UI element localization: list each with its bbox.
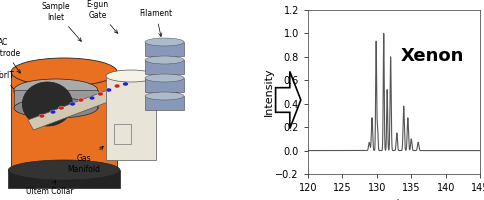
Text: Ultem Collar: Ultem Collar [26,181,74,196]
FancyBboxPatch shape [145,60,183,74]
Text: Filament: Filament [139,9,172,37]
Ellipse shape [145,92,184,100]
Ellipse shape [14,79,97,101]
Text: STorIT: STorIT [0,72,17,93]
Text: AC
Electrode: AC Electrode [0,38,21,73]
Circle shape [131,78,136,82]
Circle shape [114,84,120,88]
Ellipse shape [145,38,184,46]
Circle shape [70,102,75,106]
Text: Macor
Spacer: Macor Spacer [151,90,180,115]
Circle shape [89,96,94,100]
Circle shape [59,106,64,110]
Ellipse shape [11,58,117,86]
Text: RIG
End Cap: RIG End Cap [151,54,183,81]
Ellipse shape [8,160,120,180]
Ellipse shape [106,70,156,82]
X-axis label: m/z: m/z [383,199,404,200]
Text: E-gun
Gate: E-gun Gate [86,0,117,33]
FancyBboxPatch shape [145,96,183,110]
Y-axis label: Intensity: Intensity [263,68,273,116]
Circle shape [78,98,83,102]
FancyBboxPatch shape [11,72,117,176]
Text: He
Inlet: He Inlet [114,74,131,110]
Text: Sample
Inlet: Sample Inlet [41,2,81,41]
Ellipse shape [145,74,184,82]
FancyBboxPatch shape [114,124,131,144]
FancyArrow shape [275,71,300,129]
FancyBboxPatch shape [14,90,97,108]
Circle shape [106,88,111,92]
Text: Xenon: Xenon [399,47,463,65]
Circle shape [97,92,103,96]
Ellipse shape [22,82,73,126]
Text: Gas
Manifold: Gas Manifold [67,146,103,174]
Ellipse shape [11,166,117,186]
FancyBboxPatch shape [8,170,120,188]
Circle shape [39,114,45,118]
Polygon shape [28,76,150,130]
FancyBboxPatch shape [145,78,183,92]
Circle shape [50,110,56,114]
Circle shape [122,82,128,86]
Ellipse shape [14,98,97,118]
FancyBboxPatch shape [106,76,156,160]
FancyBboxPatch shape [145,42,183,56]
Ellipse shape [145,56,184,64]
